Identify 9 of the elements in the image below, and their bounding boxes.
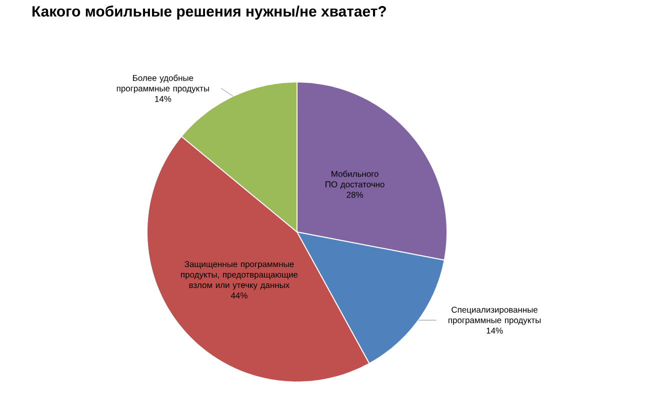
data-label: 14% (486, 328, 503, 334)
slice-label: Более удобные программные продукты (116, 74, 209, 94)
slice-label: Защищенные программные продукты, предотвращающие взлом или утечку данных (181, 261, 298, 290)
data-label: 44% (230, 292, 248, 298)
data-label: 28% (346, 192, 363, 198)
data-label: 14% (155, 96, 172, 102)
slice-label: Специализированные программные продукты (448, 306, 541, 325)
slice-label: Мобильного ПО достаточно (326, 170, 384, 189)
chart-title: Какого мобильные решения нужны/не хватает? (32, 6, 386, 20)
